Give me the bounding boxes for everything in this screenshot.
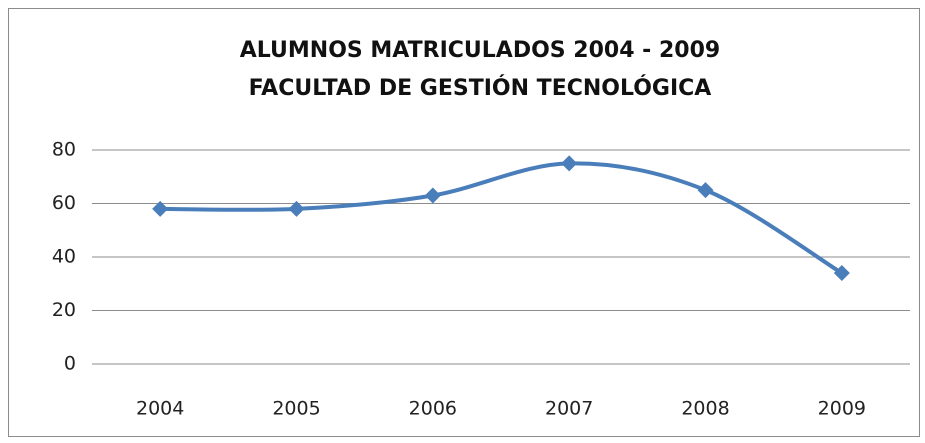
x-tick-label: 2009 — [818, 398, 866, 420]
x-tick-label: 2006 — [409, 398, 457, 420]
y-tick-label: 80 — [52, 139, 76, 161]
data-point — [288, 200, 305, 217]
data-point — [152, 200, 169, 217]
x-tick-label: 2004 — [136, 398, 184, 420]
data-line — [160, 161, 843, 275]
x-tick-label: 2005 — [272, 398, 320, 420]
y-tick-label: 60 — [52, 192, 76, 214]
x-tick-label: 2007 — [545, 398, 593, 420]
data-point — [424, 187, 441, 204]
chart-title: ALUMNOS MATRICULADOS 2004 - 2009 — [240, 38, 720, 63]
chart-frame — [8, 8, 920, 437]
chart-title: FACULTAD DE GESTIÓN TECNOLÓGICA — [249, 75, 712, 101]
data-point — [561, 155, 578, 172]
data-point — [697, 182, 714, 199]
x-tick-label: 2008 — [681, 398, 729, 420]
y-tick-label: 40 — [52, 246, 76, 268]
y-tick-label: 0 — [64, 353, 76, 375]
data-point — [833, 265, 850, 282]
y-tick-label: 20 — [52, 299, 76, 321]
